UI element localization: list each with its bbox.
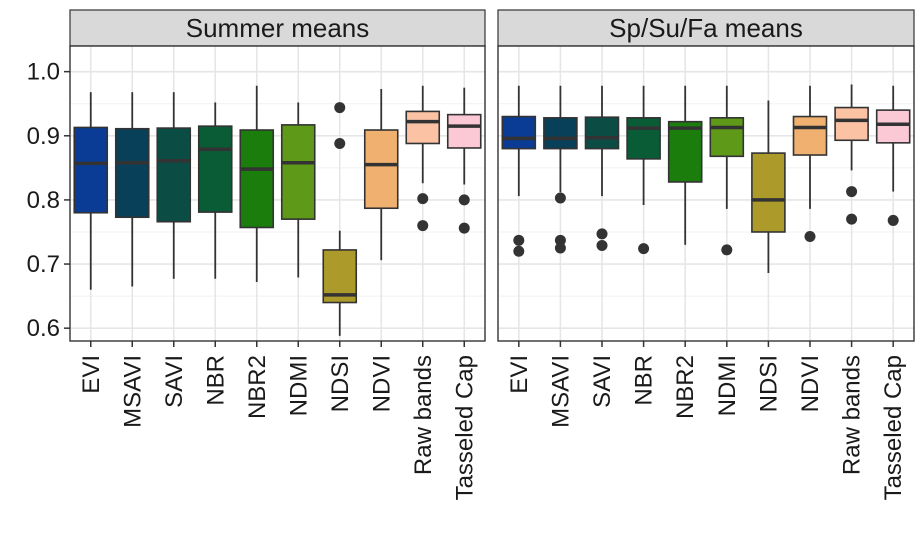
y-tick-label: 1.0 (27, 59, 60, 86)
box-evi (73, 92, 109, 290)
iqr-box (114, 127, 150, 219)
outlier-point (334, 137, 346, 149)
iqr-box (280, 124, 316, 220)
outlier-point (554, 242, 566, 254)
outlier-point (334, 102, 346, 114)
panel-title: Sp/Su/Fa means (609, 13, 803, 43)
panel-sp-su-fa-means: Sp/Su/Fa means EVI MSAVI SAVI NBR NBR2 NDMI NDS… (497, 9, 915, 500)
outlier-point (804, 230, 816, 242)
x-tick-label: EVI (78, 355, 105, 394)
iqr-box (405, 110, 441, 145)
box-nbr2 (667, 85, 703, 245)
box-evi (501, 85, 537, 257)
iqr-box (875, 109, 911, 144)
box-raw-bands (834, 84, 869, 225)
box-ndsi (322, 102, 358, 336)
y-axis: 0.6 0.7 0.8 0.9 1.0 (27, 59, 70, 342)
outlier-point (513, 245, 525, 257)
x-tick-label: EVI (506, 355, 533, 394)
panel-border (69, 45, 486, 342)
x-tick-label: SAVI (589, 355, 616, 408)
box-msavi (114, 92, 150, 287)
iqr-box (363, 129, 399, 210)
box-savi (156, 92, 192, 279)
box-ndmi (709, 85, 745, 256)
box-msavi (543, 85, 578, 254)
box-nbr2 (239, 85, 275, 282)
panel-strip (497, 9, 915, 47)
x-tick-label: NDMI (714, 355, 741, 416)
x-tick-label: Tasseled Cap (451, 355, 478, 500)
x-tick-label: NDMI (285, 355, 312, 416)
iqr-box (501, 115, 537, 150)
iqr-box (239, 129, 275, 229)
outlier-point (458, 194, 470, 206)
panel-summer-means: Summer means EVI MSAVI SAVI NBR NBR2 NDMI NDSI N… (69, 9, 486, 500)
outlier-point (554, 192, 566, 204)
iqr-box (73, 126, 109, 214)
y-tick-label: 0.6 (27, 315, 60, 342)
x-tick-label: NBR (202, 355, 229, 406)
box-ndvi (363, 88, 399, 261)
outlier-point (887, 214, 899, 226)
iqr-box (156, 127, 192, 223)
box-ndsi (751, 100, 786, 274)
outlier-point (846, 186, 858, 198)
iqr-box (543, 117, 578, 150)
box-tasseled-cap (875, 85, 911, 226)
box-ndvi (792, 85, 828, 242)
outlier-point (458, 222, 470, 234)
box-nbr (626, 85, 661, 255)
y-tick-label: 0.9 (27, 123, 60, 150)
x-tick-label: NBR2 (672, 355, 699, 419)
iqr-box (626, 117, 661, 160)
box-ndmi (280, 102, 316, 278)
panel-title: Summer means (186, 13, 370, 43)
box-nbr (197, 102, 233, 279)
x-tick-label: SAVI (161, 355, 188, 408)
iqr-box (197, 125, 233, 213)
outlier-point (721, 244, 733, 256)
x-tick-label: Raw bands (839, 355, 866, 475)
x-tick-label: MSAVI (547, 355, 574, 428)
x-tick-label: NDVI (368, 355, 395, 412)
iqr-box (667, 120, 703, 183)
outlier-point (638, 243, 650, 255)
x-tick-label: NDSI (327, 355, 354, 412)
box-savi (584, 85, 620, 251)
outlier-point (417, 220, 429, 232)
y-tick-label: 0.8 (27, 187, 60, 214)
iqr-box (792, 115, 828, 156)
panel-strip (69, 9, 486, 47)
x-tick-label: NDVI (797, 355, 824, 412)
iqr-box (584, 116, 620, 150)
iqr-box (751, 152, 786, 233)
iqr-box (834, 106, 869, 142)
x-tick-label: NBR2 (244, 355, 271, 419)
outlier-point (596, 228, 608, 240)
panel-border (497, 45, 915, 342)
x-tick-label: MSAVI (119, 355, 146, 428)
x-tick-label: NDSI (755, 355, 782, 412)
box-raw-bands (405, 85, 441, 232)
y-tick-label: 0.7 (27, 251, 60, 278)
x-tick-label: NBR (631, 355, 658, 406)
outlier-point (513, 234, 525, 246)
plot-background (498, 46, 914, 341)
outlier-point (554, 234, 566, 246)
iqr-box (709, 117, 745, 158)
x-tick-label: Raw bands (410, 355, 437, 475)
x-tick-label: Tasseled Cap (880, 355, 907, 500)
iqr-box (446, 113, 482, 149)
outlier-point (596, 239, 608, 251)
outlier-point (846, 213, 858, 225)
box-tasseled-cap (446, 87, 482, 234)
outlier-point (417, 193, 429, 205)
